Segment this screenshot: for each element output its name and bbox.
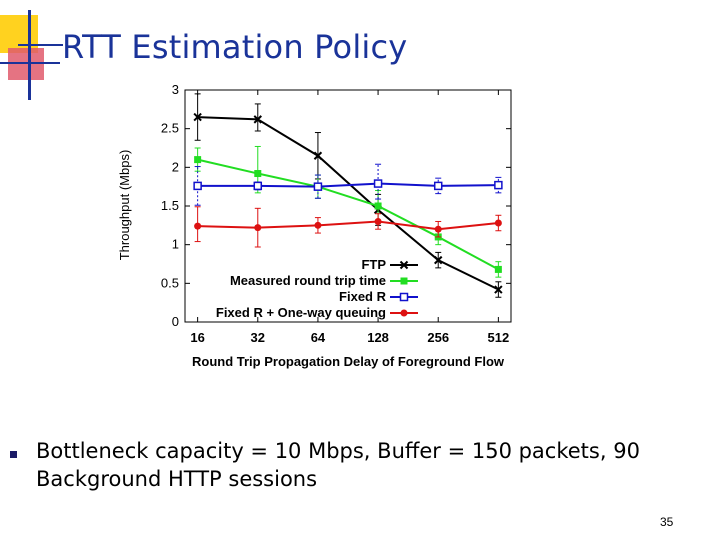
data-point-square-marker: [494, 265, 502, 273]
data-point-open-square-marker: [193, 181, 202, 191]
series-4: [194, 206, 502, 248]
y-tick-label: 0: [172, 314, 179, 329]
x-tick-label: 16: [190, 330, 204, 345]
data-point-circle-marker: [494, 219, 502, 227]
data-point-square-marker: [400, 277, 408, 285]
series-layer: [193, 93, 503, 298]
bullet-text: Bottleneck capacity = 10 Mbps, Buffer = …: [36, 439, 640, 491]
series-line: [197, 116, 499, 291]
y-axis-ticks: 0 0.5 1 1.5 2 2.5 3: [161, 82, 511, 329]
deco-line-horizontal-2: [18, 44, 63, 46]
x-tick-label: 512: [488, 330, 510, 345]
data-point-x-marker: [434, 255, 443, 265]
data-point-x-marker: [313, 151, 323, 160]
y-tick-label: 1.5: [161, 198, 179, 213]
deco-line-horizontal: [0, 62, 60, 64]
legend-label: FTP: [361, 257, 386, 272]
data-point-circle-marker: [314, 221, 322, 229]
data-point-square-marker: [374, 202, 382, 210]
x-tick-label: 256: [427, 330, 449, 345]
series-line: [197, 158, 499, 271]
x-axis-label: Round Trip Propagation Delay of Foregrou…: [192, 354, 505, 369]
data-point-square-marker: [254, 170, 262, 178]
y-tick-label: 3: [172, 82, 179, 97]
data-point-square-marker: [194, 156, 202, 164]
deco-square-yellow: [0, 15, 38, 53]
data-point-circle-marker: [194, 222, 202, 230]
series-line: [197, 220, 499, 231]
page-number: 35: [660, 515, 674, 529]
slide-title: RTT Estimation Policy: [62, 28, 408, 66]
data-point-open-square-marker: [433, 181, 443, 191]
data-point-open-square-marker: [253, 181, 263, 191]
series-2: [194, 145, 502, 278]
data-point-x-marker: [399, 260, 409, 270]
deco-line-vertical: [28, 10, 31, 100]
legend-label: Measured round trip time: [230, 273, 386, 288]
data-point-x-marker: [253, 115, 262, 124]
x-axis-ticks: 16 32 64 128 256 512: [190, 90, 509, 345]
data-point-circle-marker: [400, 309, 408, 317]
legend-label: Fixed R + One-way queuing: [216, 305, 386, 320]
data-point-circle-marker: [374, 217, 382, 225]
data-point-circle-marker: [254, 224, 262, 232]
series-line: [197, 182, 499, 188]
deco-square-red: [8, 48, 44, 80]
legend-label: Fixed R: [339, 289, 387, 304]
data-point-open-square-marker: [313, 182, 323, 191]
x-tick-label: 64: [311, 330, 326, 345]
y-tick-label: 0.5: [161, 275, 179, 290]
data-point-open-square-marker: [399, 292, 409, 302]
throughput-chart: 0 0.5 1 1.5 2 2.5 3 16 32 64 128 256 512 FTPMeasure…: [117, 82, 512, 369]
series-1: [193, 93, 503, 298]
data-point-circle-marker: [434, 225, 442, 233]
x-tick-label: 32: [251, 330, 265, 345]
y-tick-label: 1: [172, 237, 179, 252]
data-point-open-square-marker: [494, 180, 503, 190]
series-3: [193, 163, 503, 206]
x-tick-label: 128: [367, 330, 389, 345]
bullet-square-icon: [10, 451, 17, 458]
y-axis-label: Throughput (Mbps): [117, 150, 132, 261]
y-tick-label: 2.5: [161, 121, 179, 136]
y-tick-label: 2: [172, 159, 179, 174]
data-point-open-square-marker: [373, 179, 383, 188]
data-point-x-marker: [494, 285, 503, 294]
data-point-x-marker: [193, 112, 202, 122]
